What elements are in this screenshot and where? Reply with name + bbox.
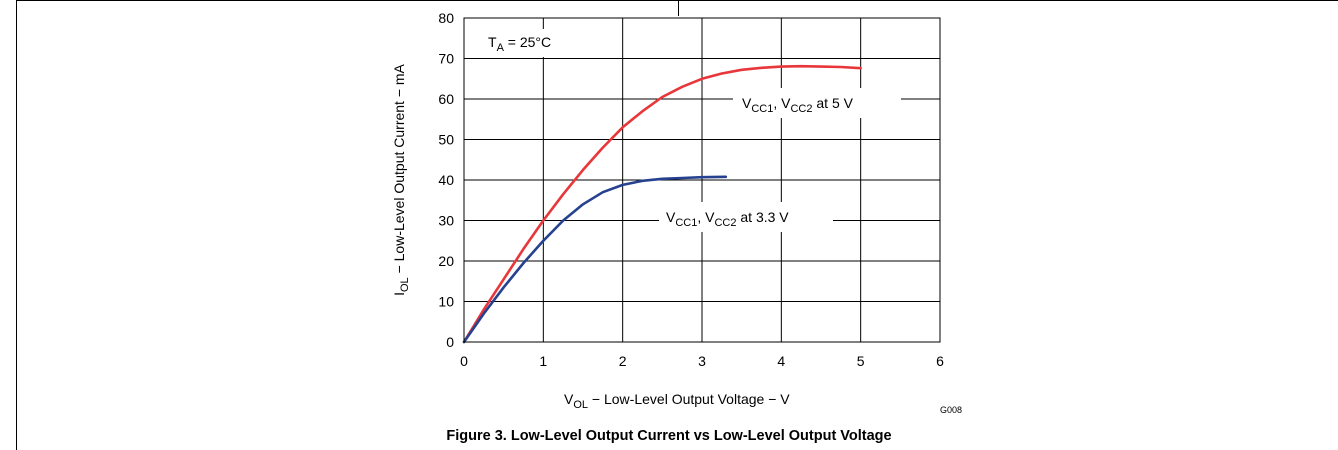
label-mask-5v	[733, 88, 901, 118]
y-tick-label: 10	[438, 294, 454, 310]
series-line-5v	[462, 64, 863, 344]
y-axis-label: IOL − Low-Level Output Current − mA	[391, 63, 411, 295]
x-tick-label: 5	[857, 353, 865, 369]
y-tick-label: 20	[438, 253, 454, 269]
x-tick-label: 0	[460, 353, 468, 369]
y-tick-label: 30	[438, 213, 454, 229]
x-tick-label: 4	[777, 353, 785, 369]
page-frame-top	[16, 0, 1338, 17]
figure-caption: Figure 3. Low-Level Output Current vs Lo…	[446, 428, 892, 444]
y-tick-label: 80	[438, 10, 454, 26]
page-frame-left	[16, 0, 17, 450]
y-tick-label: 60	[438, 91, 454, 107]
y-tick-label: 70	[438, 51, 454, 67]
series-label-3v3: VCC1, VCC2 at 3.3 V	[666, 209, 789, 229]
figure-id: G008	[940, 405, 962, 415]
annotation-mask	[478, 29, 558, 57]
x-tick-label: 6	[936, 353, 944, 369]
label-mask-3v3	[659, 202, 833, 232]
page-frame-divider	[678, 0, 679, 16]
x-tick-label: 3	[698, 353, 706, 369]
x-tick-label: 2	[619, 353, 627, 369]
x-tick-label: 1	[539, 353, 547, 369]
temperature-annotation: TA = 25°C	[488, 34, 551, 54]
y-tick-label: 0	[446, 334, 454, 350]
series-line-3v3	[462, 175, 728, 344]
plot-border	[463, 17, 941, 343]
series-label-5v: VCC1, VCC2 at 5 V	[742, 95, 854, 115]
x-axis-label: VOL − Low-Level Output Voltage − V	[564, 391, 790, 411]
y-tick-label: 50	[438, 132, 454, 148]
y-tick-label: 40	[438, 172, 454, 188]
